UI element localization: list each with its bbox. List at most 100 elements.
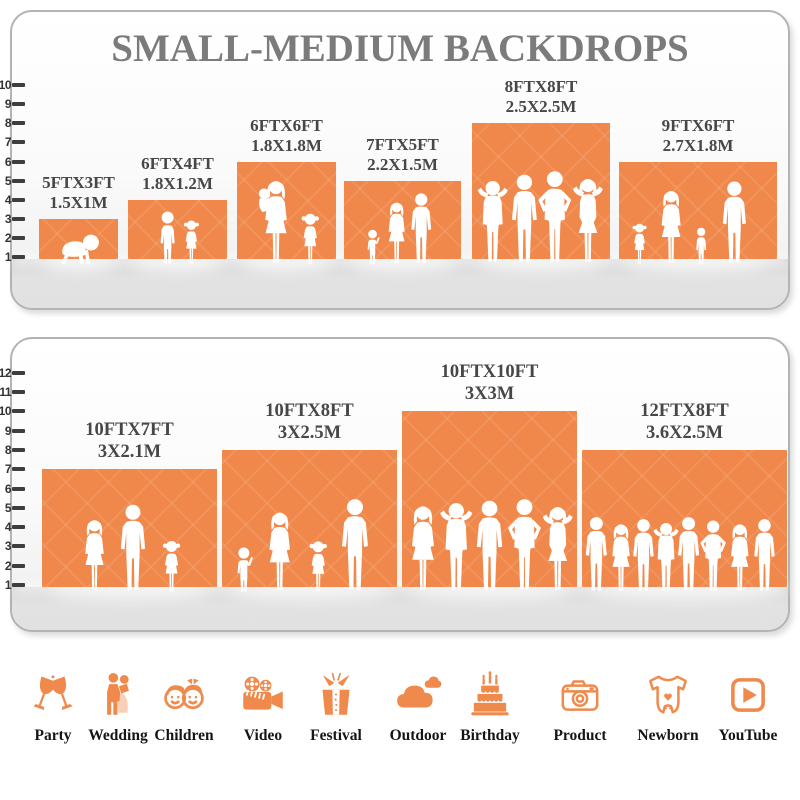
backdrop-bar	[222, 449, 397, 587]
category-item-party: Party	[1, 666, 105, 745]
size-meters: 1.5X1M	[49, 192, 108, 212]
backdrop-bar	[619, 161, 777, 259]
ruler-tick	[12, 505, 25, 510]
ruler-tick	[12, 159, 25, 164]
size-meters: 2.5X2.5M	[505, 97, 577, 117]
size-meters: 3.6X2.5M	[645, 422, 724, 443]
size-feet: 10FTX10FT	[440, 362, 539, 383]
ruler-number: 4	[4, 520, 12, 535]
size-feet: 5FTX3FT	[42, 172, 115, 192]
ruler-tick	[12, 583, 25, 587]
category-item-video: Video	[211, 666, 315, 745]
size-meters: 2.7X1.8M	[662, 135, 734, 155]
bar-size-label: 6FTX4FT 1.8X1.2M	[68, 154, 288, 194]
size-meters: 1.8X1.2M	[142, 173, 213, 193]
ruler-number: 11	[0, 385, 12, 399]
category-label: Product	[553, 727, 607, 744]
ruler-number: 8	[4, 116, 12, 131]
ruler-tick	[12, 197, 25, 202]
outdoor-icon	[397, 676, 442, 708]
party-icon	[33, 675, 73, 711]
outdoor-icon	[366, 666, 470, 720]
bar-size-label: 10FTX10FT 3X3M	[380, 361, 600, 405]
category-item-festival: Festival	[284, 666, 388, 745]
backdrop-bar	[39, 218, 118, 259]
ruler-number: 7	[4, 135, 12, 150]
product-icon	[528, 666, 632, 720]
wedding-icon	[66, 666, 170, 720]
video-icon	[243, 676, 283, 710]
backdrop-bar	[402, 411, 577, 587]
category-item-children: Children	[132, 666, 236, 745]
ruler-tick	[12, 428, 25, 433]
backdrop-bar	[582, 449, 787, 587]
ruler-tick	[12, 409, 25, 414]
category-label: YouTube	[718, 727, 778, 744]
category-label: Newborn	[637, 727, 699, 744]
figure-reflection	[477, 256, 605, 272]
bar-size-label: 9FTX6FT 2.7X1.8M	[588, 116, 800, 156]
bar-size-label: 12FTX8FT 3.6X2.5M	[575, 400, 795, 444]
bar-size-label: 6FTX6FT 1.8X1.8M	[177, 116, 397, 156]
ruler-number: 5	[4, 500, 12, 515]
size-feet: 6FTX6FT	[250, 115, 323, 135]
size-feet: 9FTX6FT	[661, 115, 735, 135]
ruler-number: 4	[4, 192, 12, 207]
ruler-number: 10	[0, 78, 12, 93]
size-meters: 3X2.5M	[277, 422, 342, 443]
ruler-tick	[12, 447, 25, 452]
size-feet: 7FTX5FT	[366, 134, 439, 154]
ruler-tick	[12, 563, 25, 568]
birthday-icon	[438, 666, 542, 720]
size-feet: 12FTX8FT	[640, 400, 729, 421]
wedding-icon	[107, 673, 129, 715]
ruler-number: 12	[0, 365, 12, 380]
backdrop-bar	[42, 469, 217, 587]
category-label: Outdoor	[389, 727, 447, 744]
ruler-tick	[12, 467, 25, 472]
category-item-outdoor: Outdoor	[366, 666, 470, 745]
size-meters: 3X3M	[464, 384, 515, 405]
category-label: Festival	[310, 727, 362, 744]
bar-size-label: 10FTX7FT 3X2.1M	[20, 419, 240, 463]
size-meters: 1.8X1.8M	[251, 135, 322, 155]
figure-reflection	[131, 256, 224, 272]
backdrop-bar	[344, 180, 461, 259]
ruler-tick	[12, 178, 25, 183]
ruler-number: 6	[4, 481, 12, 496]
category-label: Birthday	[460, 727, 520, 744]
ruler-tick	[12, 544, 25, 549]
youtube-icon	[696, 666, 800, 720]
ruler-number: 9	[4, 423, 12, 438]
category-item-wedding: Wedding	[66, 666, 170, 745]
category-item-product: Product	[528, 666, 632, 745]
ruler-number: 10	[0, 404, 12, 419]
product-icon	[561, 680, 599, 711]
category-item-newborn: Newborn	[616, 666, 720, 745]
size-feet: 6FTX4FT	[141, 153, 214, 173]
category-label: Children	[154, 727, 214, 744]
category-label: Video	[243, 727, 283, 744]
ruler-number: 7	[4, 462, 12, 477]
size-feet: 8FTX8FT	[504, 77, 578, 97]
ruler-number: 5	[4, 173, 12, 188]
figure-reflection	[42, 256, 115, 272]
bar-size-label: 8FTX8FT 2.5X2.5M	[431, 77, 651, 117]
ruler-tick	[12, 83, 25, 88]
bar-size-label: 5FTX3FT 1.5X1M	[0, 173, 189, 213]
baseline-glow	[14, 583, 786, 593]
ruler-tick	[12, 140, 25, 145]
ruler-tick	[12, 486, 25, 491]
children-icon	[164, 678, 204, 710]
ruler-tick	[12, 102, 25, 107]
ruler-number: 2	[4, 558, 12, 573]
youtube-icon	[731, 678, 765, 712]
festival-icon	[322, 672, 350, 715]
ruler-tick	[12, 255, 25, 259]
ruler-tick	[12, 216, 25, 221]
ruler-tick	[12, 121, 25, 126]
backdrop-bar	[237, 161, 336, 259]
ruler-number: 1	[4, 250, 12, 264]
ruler-number: 8	[4, 442, 12, 457]
